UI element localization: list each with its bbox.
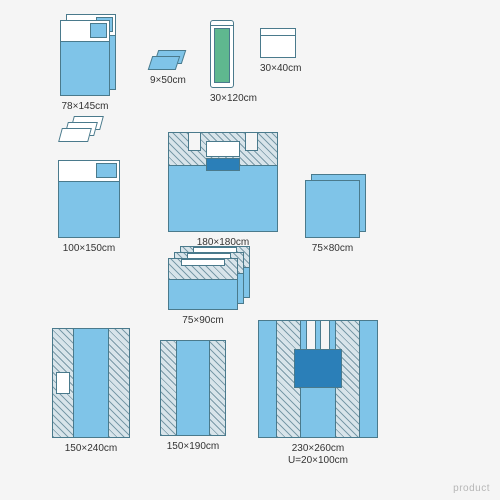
drape-e <box>60 128 102 154</box>
dimension-label: 30×120cm <box>210 93 234 104</box>
dimension-sublabel: U=20×100cm <box>258 455 378 466</box>
watermark-text: product <box>453 483 490 494</box>
drape-a: 78×145cm <box>60 20 116 102</box>
dimension-label: 9×50cm <box>150 75 178 86</box>
drape-h: 75×80cm <box>305 180 366 244</box>
drape-d: 30×40cm <box>260 28 296 58</box>
dimension-label: 30×40cm <box>260 63 296 74</box>
dimension-label: 150×190cm <box>160 441 226 452</box>
drape-g: 180×180cm <box>168 132 278 232</box>
dimension-label: 75×80cm <box>305 243 360 254</box>
drape-i: 75×90cm <box>168 258 250 322</box>
drape-c: 30×120cm <box>210 20 234 88</box>
dimension-label: 75×90cm <box>168 315 238 326</box>
drape-l: 230×260cmU=20×100cm <box>258 320 378 438</box>
dimension-label: 100×150cm <box>58 243 120 254</box>
drape-k: 150×190cm <box>160 340 226 436</box>
dimension-label: 150×240cm <box>52 443 130 454</box>
drape-f: 100×150cm <box>58 160 120 238</box>
dimension-label: 230×260cm <box>258 443 378 454</box>
drape-j: 150×240cm <box>52 328 130 438</box>
dimension-label: 78×145cm <box>60 101 110 112</box>
drape-b: 9×50cm <box>150 56 184 76</box>
